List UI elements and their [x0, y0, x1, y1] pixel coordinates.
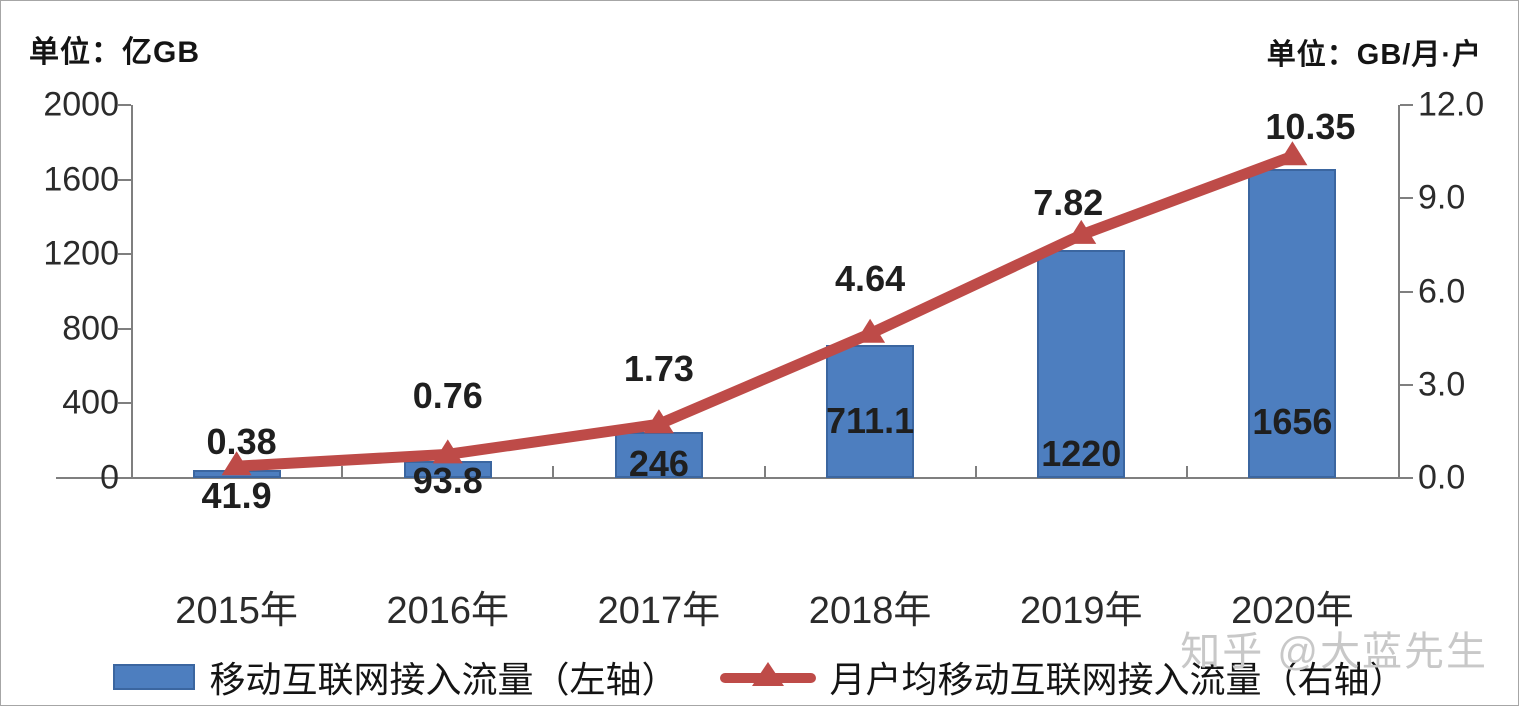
y-axis-tick-label-right: 3.0 — [1418, 365, 1466, 404]
x-axis-tick-mark — [341, 466, 344, 478]
bar-swatch-icon — [113, 664, 196, 690]
bar-value-label: 93.8 — [412, 460, 483, 501]
x-axis-tick-mark — [763, 466, 766, 478]
line-value-label: 10.35 — [1265, 106, 1356, 147]
legend-label-bar-series: 移动互联网接入流量（左轴） — [209, 659, 678, 700]
line-value-label: 0.38 — [206, 421, 277, 462]
y-axis-tick-label-left: 800 — [62, 309, 119, 348]
line-triangle-marker-icon — [719, 662, 816, 692]
bar-value-label: 1656 — [1252, 401, 1333, 442]
y-axis-tick-label-right: 6.0 — [1418, 272, 1466, 310]
triangle-icon — [751, 662, 784, 686]
x-axis-tick-mark — [552, 466, 555, 478]
x-axis-category-label: 2020年 — [1231, 590, 1354, 632]
y-axis-tick-label-right: 9.0 — [1418, 178, 1466, 217]
x-axis-tick-mark — [1185, 466, 1188, 478]
y-axis-tick-mark-right — [1400, 197, 1413, 200]
y-axis-tick-mark-right — [1400, 104, 1413, 106]
y-axis-line-right — [1398, 105, 1400, 478]
y-axis-tick-mark-right — [1400, 383, 1413, 386]
y-axis-tick-mark-left — [118, 402, 131, 405]
y-axis-tick-label-left: 400 — [62, 383, 119, 422]
line-marker-triangle-icon — [855, 318, 886, 343]
right-axis-unit-label: 单位：GB/月·户 — [1266, 39, 1482, 71]
y-axis-tick-label-left: 0 — [100, 458, 119, 497]
line-value-label: 0.76 — [412, 375, 483, 416]
line-value-label: 4.64 — [835, 258, 906, 299]
bar-value-label: 246 — [628, 443, 689, 484]
y-axis-tick-mark-left — [118, 477, 131, 479]
y-axis-tick-mark-right — [1400, 290, 1413, 293]
y-axis-line-left — [131, 105, 133, 478]
line-value-label: 1.73 — [623, 348, 694, 389]
line-marker-triangle-icon — [643, 409, 674, 434]
left-axis-unit-label: 单位：亿GB — [29, 36, 200, 69]
y-axis-tick-label-left: 1200 — [43, 234, 119, 273]
line-value-label: 7.82 — [1033, 182, 1104, 223]
x-axis-category-label: 2015年 — [175, 590, 298, 632]
x-axis-category-label: 2016年 — [386, 590, 510, 632]
watermark: 知乎 @大蓝先生 — [1180, 630, 1488, 674]
legend-item-line-series: 月户均移动互联网接入流量（右轴） — [719, 651, 1406, 703]
y-axis-tick-mark-right — [1400, 477, 1413, 479]
y-axis-tick-label-right: 12.0 — [1418, 85, 1485, 124]
legend-label-line-series: 月户均移动互联网接入流量（右轴） — [829, 659, 1406, 700]
x-axis-category-label: 2017年 — [597, 590, 721, 632]
y-axis-tick-mark-left — [118, 104, 131, 106]
bar-value-label: 1220 — [1041, 433, 1122, 474]
y-axis-tick-mark-left — [118, 327, 131, 330]
x-axis-line — [56, 477, 1411, 479]
y-axis-tick-label-left: 1600 — [43, 160, 119, 199]
y-axis-tick-label-left: 2000 — [43, 85, 119, 124]
x-axis-category-label: 2018年 — [808, 590, 932, 632]
legend-item-bar-series: 移动互联网接入流量（左轴） — [113, 651, 678, 703]
y-axis-tick-mark-left — [118, 178, 131, 181]
legend: 移动互联网接入流量（左轴） 月户均移动互联网接入流量（右轴） — [1, 651, 1518, 703]
y-axis-tick-label-right: 0.0 — [1418, 458, 1466, 497]
x-axis-tick-mark — [974, 466, 977, 478]
bar-value-label: 41.9 — [201, 475, 272, 516]
y-axis-tick-mark-left — [118, 253, 131, 256]
line-series — [231, 150, 1298, 472]
x-axis-category-label: 2019年 — [1019, 590, 1143, 632]
bar-value-label: 711.1 — [826, 400, 915, 441]
